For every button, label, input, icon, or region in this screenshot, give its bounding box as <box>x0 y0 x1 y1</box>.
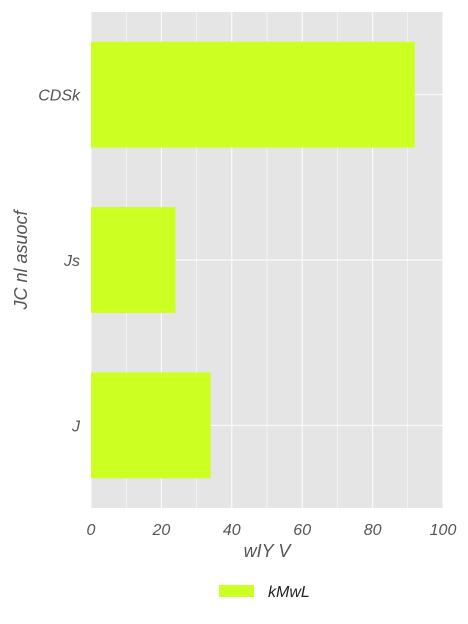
legend: kMwL <box>219 584 310 601</box>
bar-J <box>91 372 211 479</box>
x-tick-label: 20 <box>152 522 171 539</box>
x-axis-title: wIY V <box>244 541 293 561</box>
legend-label: kMwL <box>268 584 310 601</box>
bar-Js <box>91 207 176 313</box>
y-tick-label: Js <box>63 253 80 270</box>
x-tick-label: 40 <box>223 522 241 539</box>
legend-swatch <box>219 585 254 597</box>
x-tick-label: 80 <box>364 522 382 539</box>
y-tick-label: CDSk <box>38 88 81 105</box>
y-tick-label: J <box>71 418 81 435</box>
x-tick-label: 100 <box>430 522 457 539</box>
x-axis-ticks: 0 20 40 60 80 100 <box>87 522 457 539</box>
y-axis-ticks: CDSk Js J <box>38 88 81 436</box>
bars <box>91 41 415 479</box>
x-tick-label: 60 <box>293 522 311 539</box>
y-axis-title: JC nl asuocf <box>11 208 31 310</box>
x-tick-label: 0 <box>87 522 96 539</box>
bar-CDSk <box>91 41 415 148</box>
